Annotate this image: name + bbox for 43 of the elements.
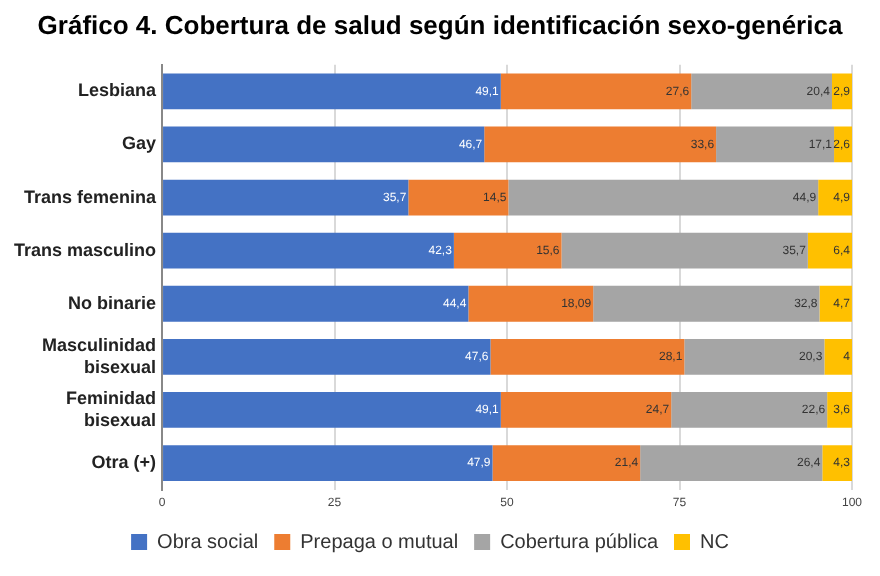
bar [824,338,852,375]
bar [500,392,672,428]
bar [484,126,717,163]
bar [561,232,808,269]
bar [684,338,825,375]
bar [163,73,501,110]
bar [593,285,820,322]
bar [640,445,823,481]
bar [163,126,485,163]
y-tick-label: Gay [122,133,157,154]
bar [163,445,493,481]
bar [163,179,409,216]
bar [163,285,469,322]
y-tick-label: Trans femenina [23,186,159,207]
y-tick-label: No binarie [68,292,157,313]
bar [807,232,852,269]
bar [490,338,685,375]
bar [468,285,594,322]
bar [691,73,832,110]
y-tick-label: Lesbiana [78,80,159,101]
bar [163,392,501,428]
bar [716,126,835,163]
bar [508,179,819,216]
y-tick-label: Otra (+) [91,452,157,473]
chart-title: Gráfico 4. Cobertura de salud según identificación sexo-genérica [35,10,845,44]
y-tick-label: Trans masculino [13,239,158,260]
legend-label: Cobertura pública [500,531,659,554]
bar [671,392,828,428]
bar [492,445,641,481]
bar [827,392,852,428]
bar [163,232,454,269]
y-tick-label: Feminidad bisexual [66,388,157,430]
legend-label: NC [700,531,729,554]
bar [408,179,509,216]
legend-label: Obra social [157,531,259,554]
y-tick-label: Masculinidad bisexual [42,335,157,377]
bar [822,445,852,481]
bar [163,338,491,375]
bar [818,179,852,216]
bar [819,285,852,322]
bar [453,232,562,269]
bar [500,73,692,110]
legend-label: Prepaga o mutual [300,531,459,554]
